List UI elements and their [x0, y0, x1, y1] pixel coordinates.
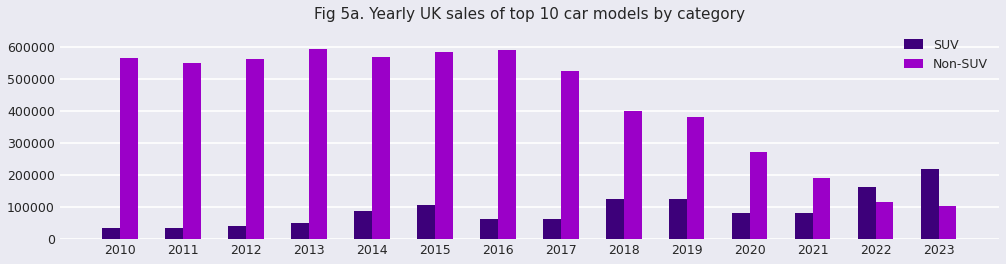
Bar — [669, 199, 687, 239]
Bar — [732, 213, 749, 239]
Bar — [354, 211, 372, 239]
Bar — [435, 52, 453, 239]
Bar — [561, 71, 578, 239]
Bar — [939, 206, 957, 239]
Bar — [120, 58, 138, 239]
Bar — [292, 223, 309, 239]
Bar — [921, 168, 939, 239]
Bar — [749, 152, 768, 239]
Bar — [228, 226, 246, 239]
Bar — [607, 199, 624, 239]
Bar — [183, 63, 201, 239]
Bar — [687, 117, 704, 239]
Bar — [543, 219, 561, 239]
Bar — [480, 219, 498, 239]
Bar — [876, 202, 893, 239]
Bar — [795, 213, 813, 239]
Legend: SUV, Non-SUV: SUV, Non-SUV — [899, 34, 993, 76]
Bar — [498, 50, 516, 239]
Bar — [165, 228, 183, 239]
Bar — [624, 111, 642, 239]
Bar — [813, 178, 830, 239]
Title: Fig 5a. Yearly UK sales of top 10 car models by category: Fig 5a. Yearly UK sales of top 10 car mo… — [314, 7, 744, 22]
Bar — [246, 59, 264, 239]
Bar — [372, 57, 389, 239]
Bar — [103, 228, 120, 239]
Bar — [858, 187, 876, 239]
Bar — [309, 49, 327, 239]
Bar — [417, 205, 435, 239]
